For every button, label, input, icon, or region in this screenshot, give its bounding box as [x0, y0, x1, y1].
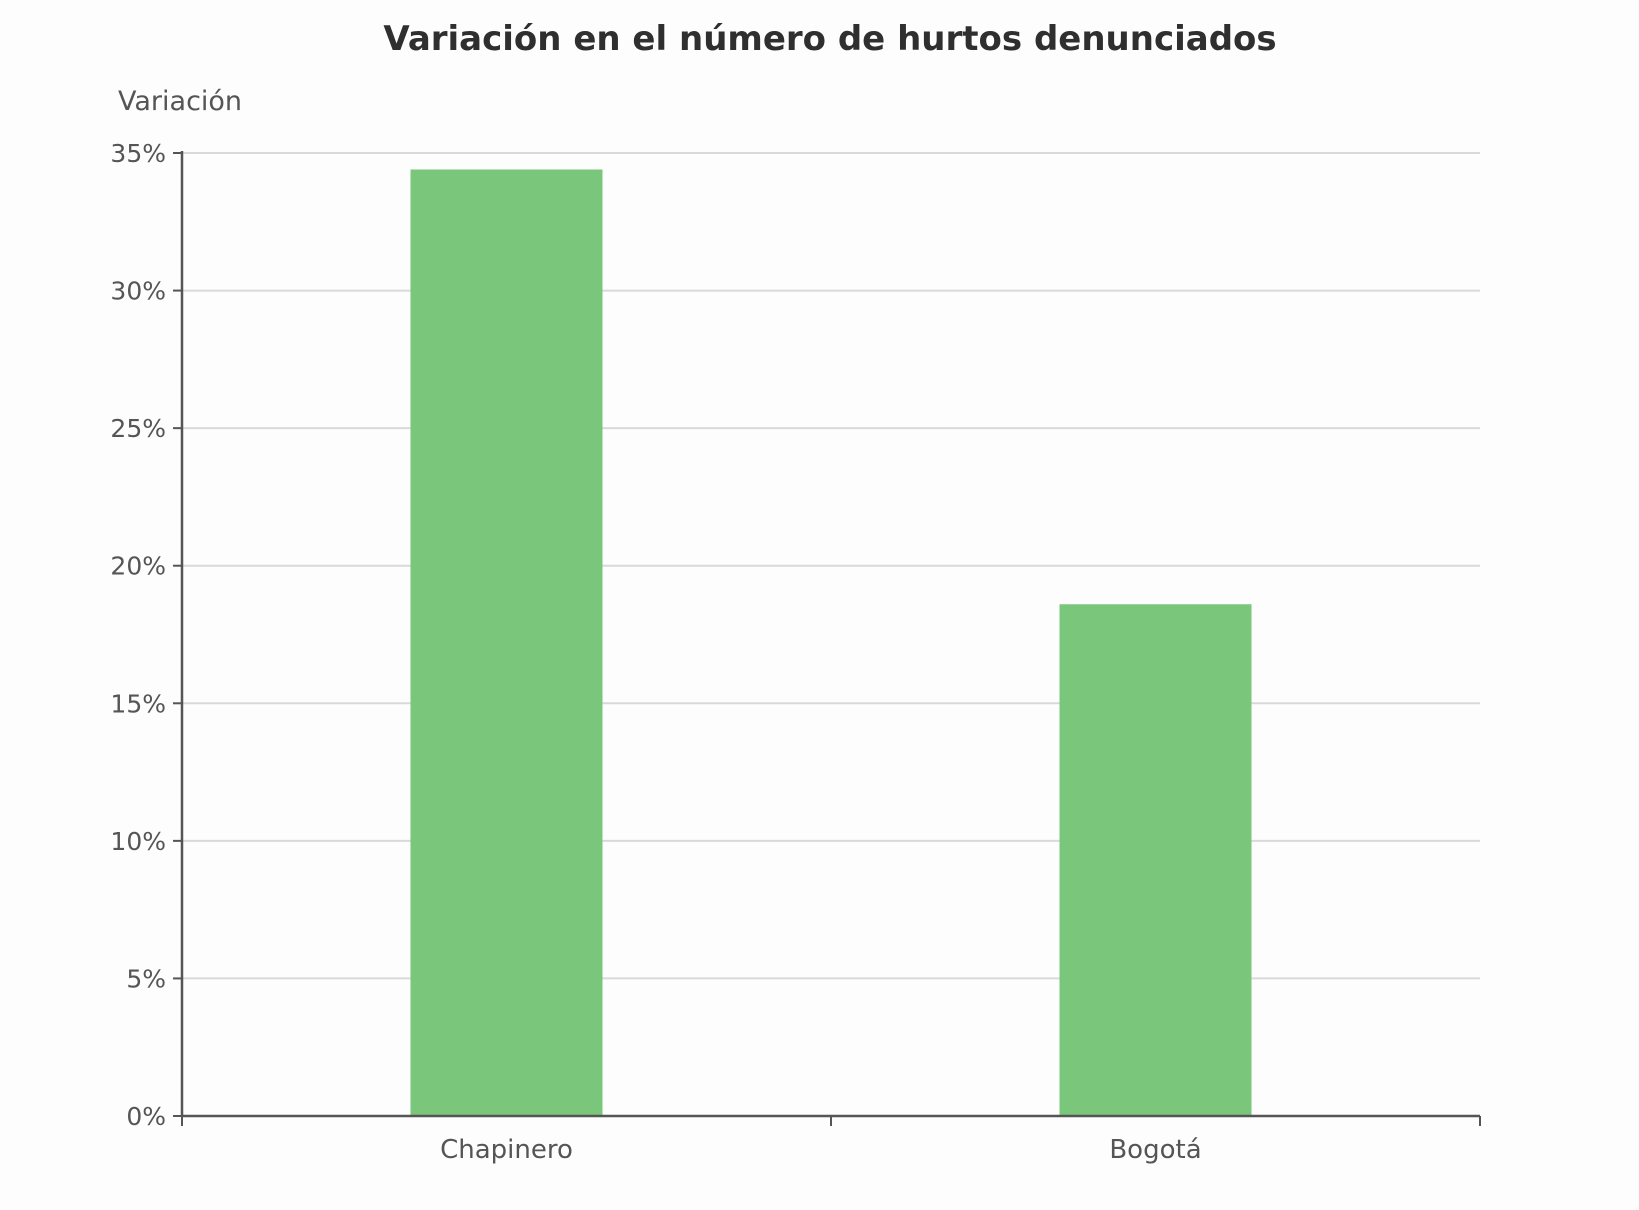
y-tick-label: 20%	[110, 552, 166, 581]
gridlines	[182, 152, 1480, 980]
y-axis-ticks: 0% 5% 10% 15% 20% 25% 30% 35%	[110, 139, 182, 1131]
y-tick-label: 5%	[126, 964, 166, 993]
axes	[180, 151, 1480, 1118]
y-tick-label: 25%	[110, 414, 166, 443]
y-tick-label: 10%	[110, 827, 166, 856]
chart-title: Variación en el número de hurtos denunci…	[383, 19, 1276, 59]
x-tick-label: Chapinero	[440, 1135, 573, 1165]
y-tick-label: 0%	[126, 1102, 166, 1131]
x-tick-label: Bogotá	[1109, 1135, 1201, 1165]
bar-chapinero	[410, 169, 603, 1117]
bars	[410, 169, 1252, 1117]
x-axis-ticks: Chapinero Bogotá	[181, 1116, 1481, 1165]
y-tick-label: 30%	[110, 277, 166, 306]
y-axis-label: Variación	[118, 86, 242, 117]
y-tick-label: 15%	[110, 689, 166, 718]
y-tick-label: 35%	[110, 139, 166, 168]
bar-bogota	[1059, 604, 1252, 1116]
